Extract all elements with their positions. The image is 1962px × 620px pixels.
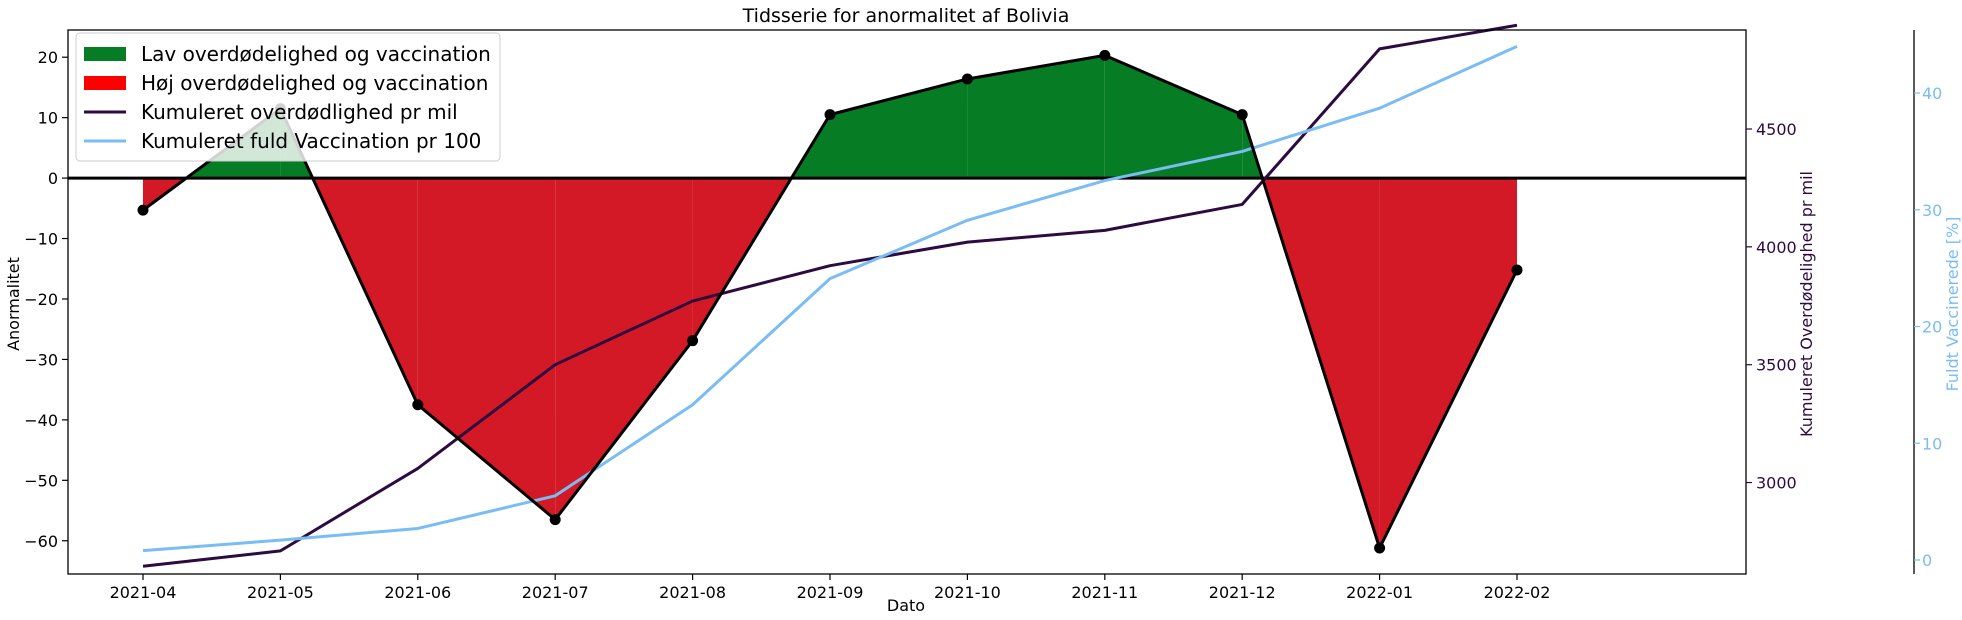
y-axis-label-left: Anormalitet (4, 257, 23, 351)
anomaly-point (824, 109, 836, 121)
plot-frame (67, 29, 1747, 575)
anomaly-point (412, 399, 424, 411)
positive-fill-region (1104, 55, 1243, 179)
anomaly-point (961, 73, 973, 85)
mortality-series-line (142, 23, 1518, 568)
y-axis-label-right1: Kumuleret Overdødelighed pr mil (1797, 171, 1816, 437)
legend-label: Kumuleret fuld Vaccination pr 100 (141, 129, 481, 153)
anomaly-point (1099, 49, 1111, 61)
x-tick-label: 2021-06 (384, 583, 451, 602)
legend-label: Kumuleret overdødlighed pr mil (141, 100, 458, 124)
y-left-tick-label: 10 (38, 109, 58, 128)
y-right1-tick-label: 3500 (1756, 356, 1797, 375)
y-right2-tick-label: 0 (1922, 551, 1932, 570)
negative-fill-region (417, 178, 556, 520)
anomaly-point (1374, 542, 1386, 554)
y-left-tick-label: −60 (24, 532, 58, 551)
x-tick-label: 2022-02 (1484, 583, 1551, 602)
x-tick-label: 2021-09 (797, 583, 864, 602)
y-left-tick-label: −40 (24, 411, 58, 430)
positive-fill-region (967, 55, 1105, 179)
x-tick-label: 2021-04 (110, 583, 177, 602)
anomaly-point (137, 204, 149, 216)
x-tick-label: 2022-01 (1346, 583, 1413, 602)
legend-frame (75, 32, 501, 162)
y-right1-tick-label: 4500 (1756, 120, 1797, 139)
x-tick-label: 2021-12 (1209, 583, 1276, 602)
anomaly-point (1236, 109, 1248, 121)
vaccination-series-line (142, 44, 1518, 553)
y-right1-tick-label: 4000 (1756, 238, 1797, 257)
y-left-tick-label: −10 (24, 230, 58, 249)
y-left-tick-label: 20 (38, 48, 58, 67)
legend-swatch (84, 76, 126, 90)
legend: Lav overdødelighed og vaccination Høj ove… (75, 32, 501, 162)
x-tick-label: 2021-11 (1071, 583, 1138, 602)
x-tick-label: 2021-07 (522, 583, 589, 602)
legend-swatch (84, 47, 126, 61)
legend-label: Lav overdødelighed og vaccination (141, 42, 491, 66)
positive-fill-region (830, 78, 968, 179)
x-axis-label: Dato (887, 596, 925, 615)
y-right2-tick-label: 40 (1922, 84, 1942, 103)
anomaly-point (687, 335, 699, 347)
axes: 2021-04 2021-05 2021-06 2021-07 2021-08 2021-… (24, 29, 1942, 602)
y-left-tick-label: −20 (24, 290, 58, 309)
x-tick-label: 2021-10 (934, 583, 1001, 602)
legend-label: Høj overdødelighed og vaccination (141, 71, 488, 95)
chart-title: Tidsserie for anormalitet af Bolivia (742, 5, 1070, 27)
y-right2-tick-label: 30 (1922, 201, 1942, 220)
anomaly-point (1511, 264, 1523, 276)
x-tick-label: 2021-05 (247, 583, 314, 602)
y-left-tick-label: −50 (24, 471, 58, 490)
y-right2-tick-label: 10 (1922, 434, 1942, 453)
anomaly-point (549, 514, 561, 526)
y-left-tick-label: −30 (24, 350, 58, 369)
negative-fill-region (555, 178, 693, 520)
negative-fill-region (1379, 178, 1517, 549)
y-left-tick-label: 0 (48, 169, 58, 188)
y-right1-tick-label: 3000 (1756, 474, 1797, 493)
y-axis-label-right2: Fuldt Vaccinerede [%] (1943, 217, 1962, 392)
x-tick-label: 2021-08 (659, 583, 726, 602)
y-right2-tick-label: 20 (1922, 318, 1942, 337)
